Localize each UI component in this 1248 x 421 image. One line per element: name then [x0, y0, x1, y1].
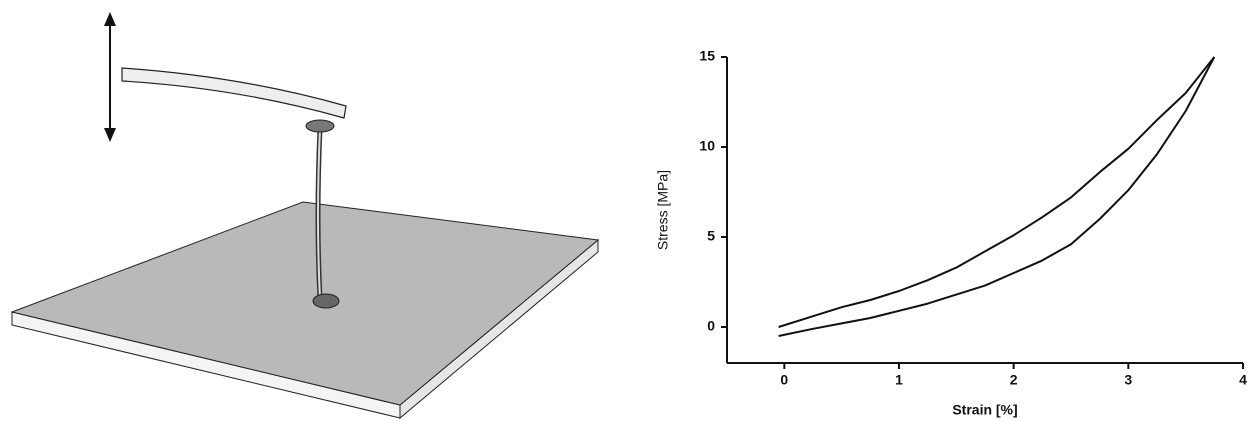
glue-spot: [306, 120, 334, 132]
y-tick-label: 5: [707, 228, 715, 244]
y-tick-label: 10: [699, 138, 715, 154]
plate-top: [12, 202, 598, 405]
stress-strain-curve: [779, 57, 1215, 327]
x-axis-label: Strain [%]: [952, 402, 1017, 418]
x-tick-label: 1: [895, 372, 903, 388]
y-tick-label: 0: [707, 318, 715, 334]
stress-strain-curve: [779, 57, 1215, 336]
arrow-head-up: [104, 12, 116, 26]
setup-illustration: [12, 12, 598, 418]
sample-drop: [313, 294, 339, 308]
x-tick-label: 3: [1124, 372, 1132, 388]
chart: Stress [MPa] Strain [%] 0 5 10 15 0 1 2 3 4: [655, 48, 1247, 418]
page: Stress [MPa] Strain [%] 05101501234 (() …: [0, 0, 1248, 421]
cantilever: [122, 68, 346, 118]
x-tick-label: 4: [1239, 372, 1247, 388]
arrow-head-down: [104, 128, 116, 142]
y-tick-label: 15: [699, 48, 715, 64]
x-tick-label: 2: [1010, 372, 1018, 388]
figure: Stress [MPa] Strain [%] 0 5 10 15 0 1 2 3 4: [0, 0, 1248, 421]
y-axis-label: Stress [MPa]: [655, 170, 671, 250]
x-tick-label: 0: [780, 372, 788, 388]
